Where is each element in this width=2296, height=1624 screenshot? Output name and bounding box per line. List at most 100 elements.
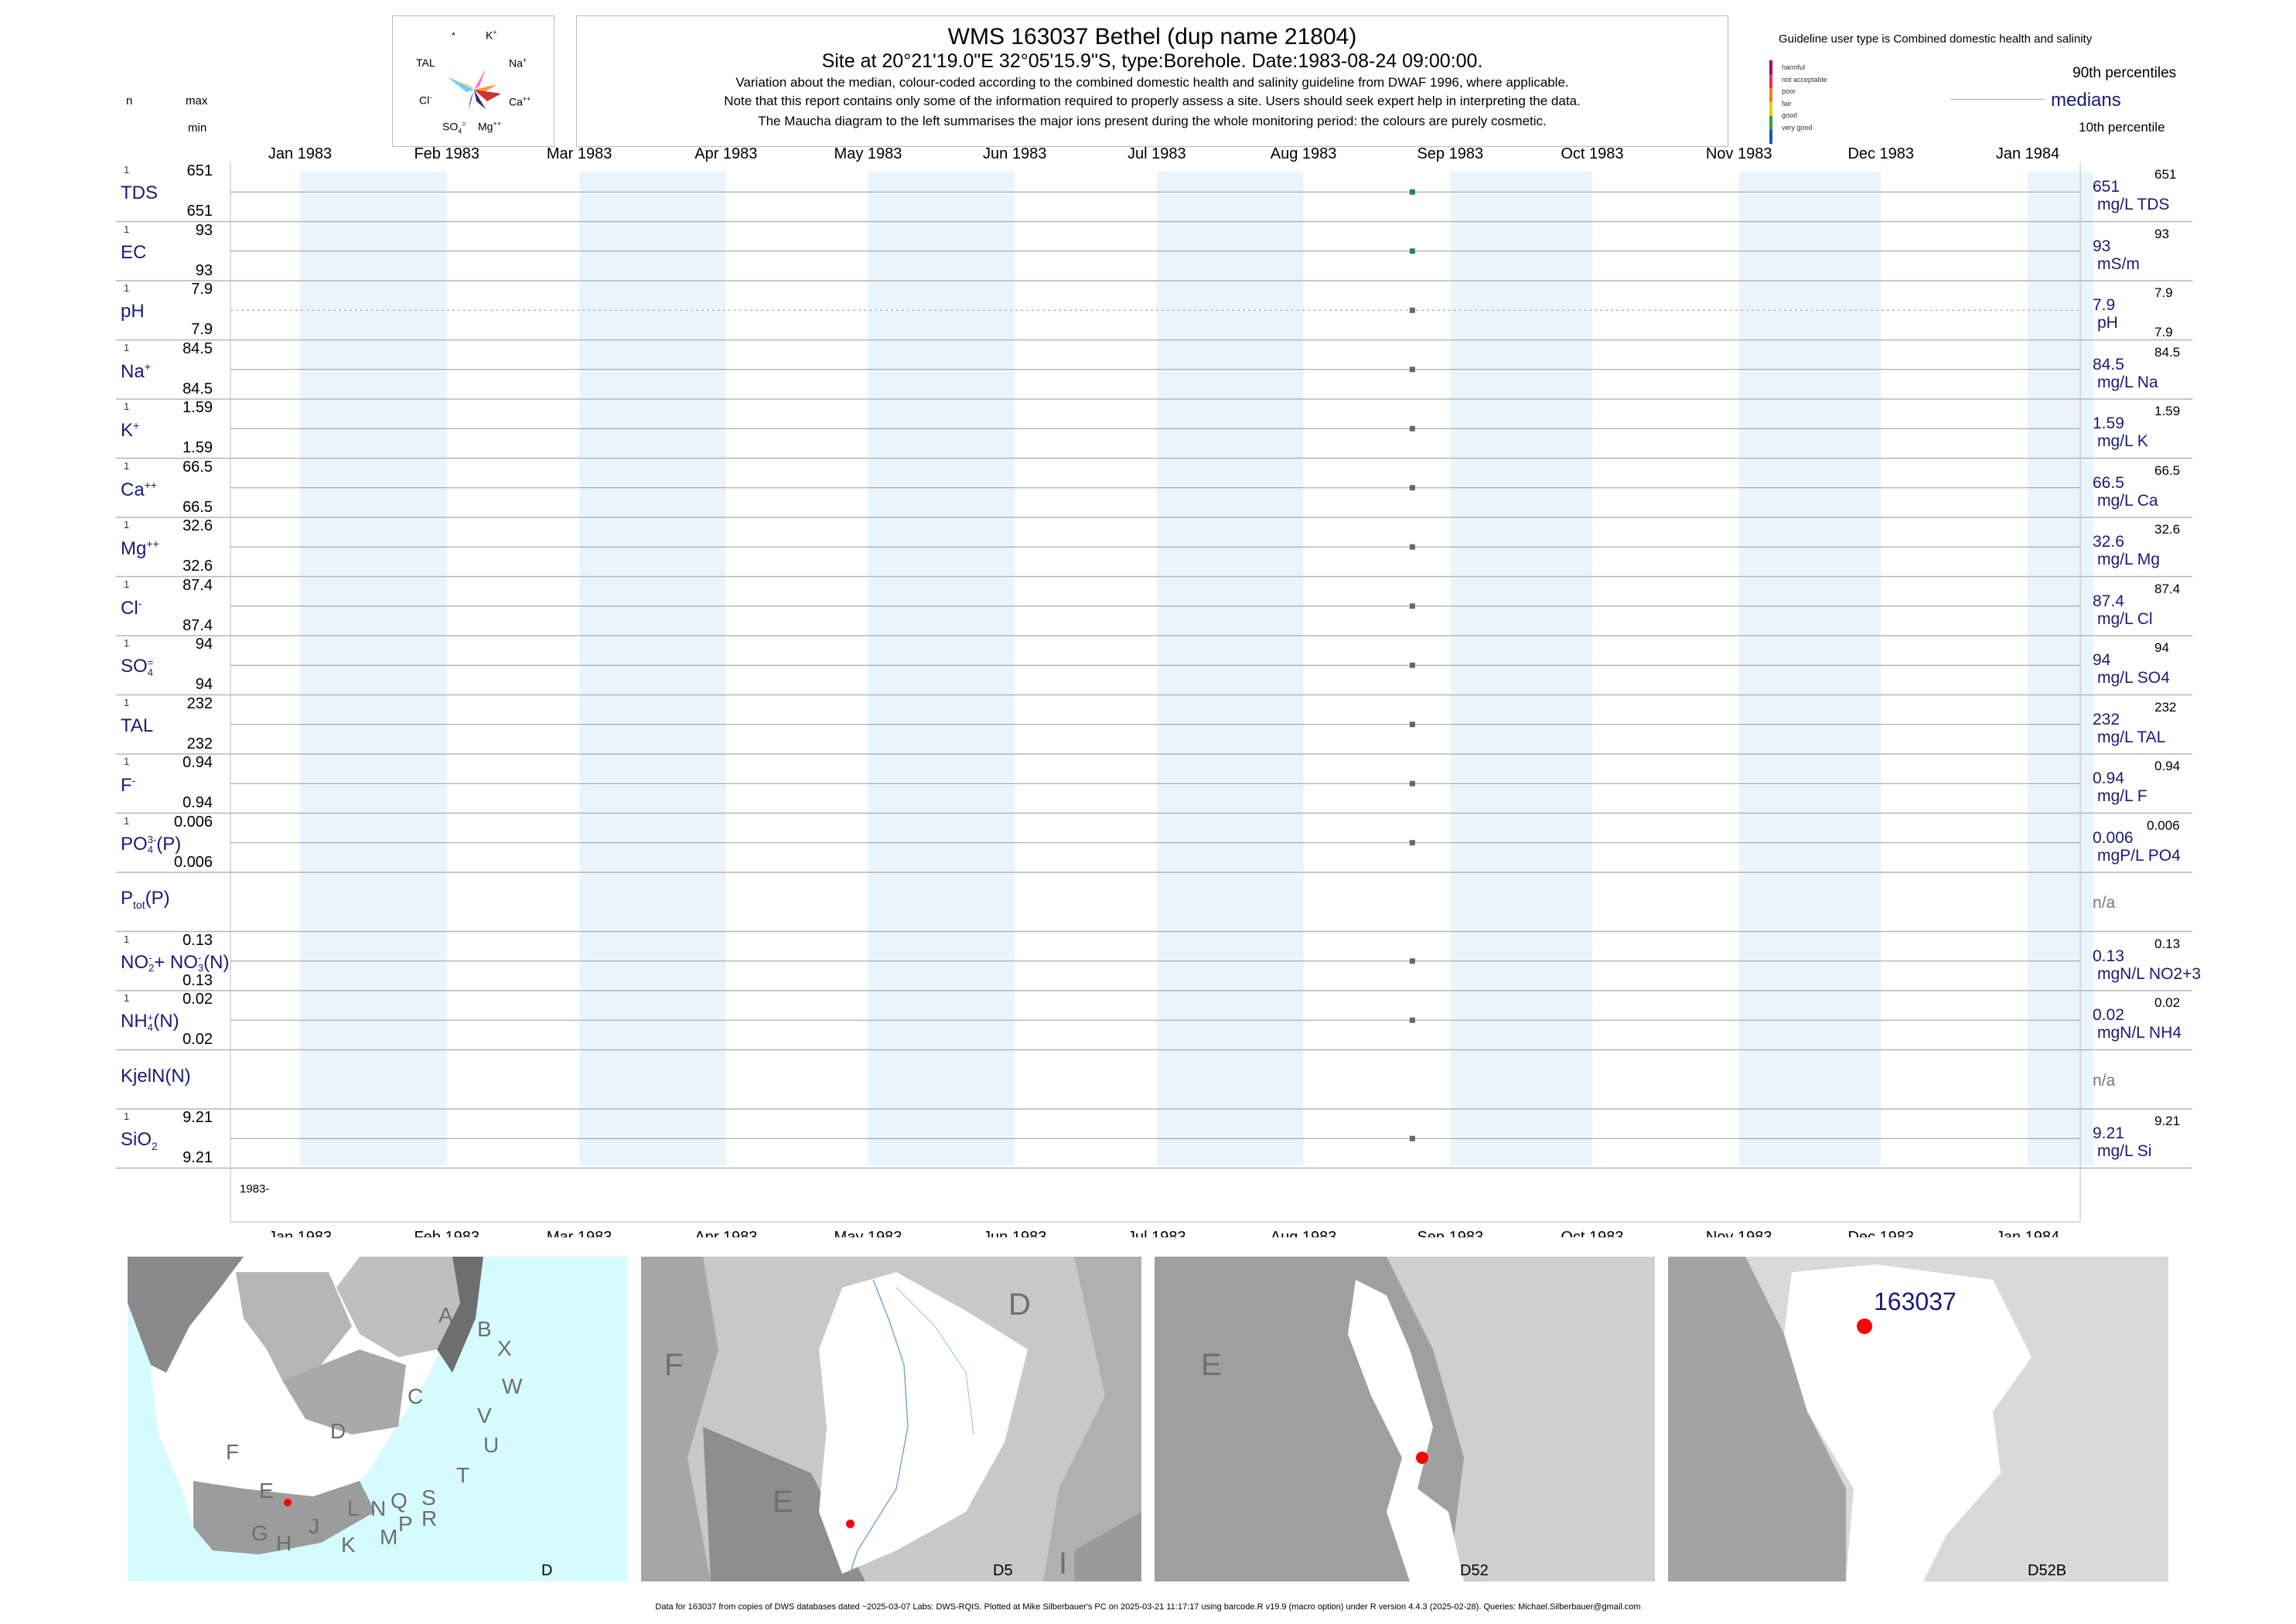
month-shade-4: [868, 172, 1015, 1165]
map1-letter-Q: Q: [391, 1489, 408, 1513]
row-n-13: 1: [124, 933, 130, 945]
row-median-1: 93: [2093, 237, 2111, 255]
sample-point-5: [1409, 485, 1415, 491]
maucha-so4: SO4=: [442, 120, 466, 135]
legend-level-poor: poor: [1782, 87, 1796, 95]
row-median-11: 0.006: [2093, 828, 2134, 847]
month-label-bottom-3: Apr 1983: [694, 1229, 757, 1237]
maucha-ca: Ca++: [509, 95, 531, 108]
row-max-9: 232: [186, 694, 213, 712]
row-unit-2: pH: [2097, 314, 2118, 332]
row-min-10: 0.94: [183, 794, 213, 811]
map-drainage-d5: D F E I D5: [641, 1257, 1141, 1581]
legend-median-line: [1950, 99, 2045, 100]
row-n-4: 1: [124, 401, 130, 412]
param-label-13: NO -2 + NO -3 (N): [121, 951, 230, 974]
row-n-8: 1: [124, 637, 130, 649]
map1-letter-S: S: [421, 1486, 436, 1510]
map4-site-marker: [1857, 1319, 1872, 1334]
month-label-bottom-9: Oct 1983: [1561, 1229, 1623, 1237]
sample-point-13: [1409, 958, 1415, 964]
legend-level-very-good: very good: [1782, 123, 1813, 131]
param-label-8: SO = 4: [121, 656, 154, 678]
param-label-9: TAL: [121, 715, 154, 736]
row-min-11: 0.006: [173, 853, 213, 871]
legend-level-not-acceptable: not acceptable: [1782, 75, 1827, 84]
footer: Data for 163037 from copies of DWS datab…: [655, 1602, 1641, 1612]
row-unit-6: mg/L Mg: [2097, 551, 2160, 568]
map2-site-marker: [846, 1520, 855, 1528]
param-label-7: Cl-: [121, 596, 142, 619]
maucha-na: Na+: [509, 56, 527, 70]
row-median-0: 651: [2093, 178, 2120, 196]
sample-point-8: [1409, 662, 1415, 668]
map2-letter-I: I: [1059, 1547, 1068, 1581]
month-label-bottom-12: Jan 1984: [1996, 1229, 2059, 1237]
map3-code: D52: [1460, 1562, 1489, 1579]
map-catchment-d52b: 163037 D52B: [1668, 1257, 2168, 1581]
row-p90-10: 0.94: [2154, 759, 2181, 773]
row-p10-2: 7.9: [2154, 325, 2173, 339]
map-southern-africa-shape: [128, 1257, 483, 1554]
page-subtitle: Site at 20°21'19.0"E 32°05'15.9"S, type:…: [821, 50, 1483, 72]
sample-point-4: [1409, 425, 1415, 432]
sample-point-10: [1409, 780, 1415, 786]
maucha-star: *: [452, 30, 455, 41]
row-unit-13: mgN/L NO2+3: [2097, 964, 2202, 983]
row-max-13: 0.13: [183, 931, 213, 949]
map1-letter-P: P: [398, 1512, 413, 1536]
row-p90-3: 84.5: [2154, 344, 2181, 360]
row-min-3: 84.5: [183, 380, 213, 397]
map1-letter-J: J: [309, 1514, 319, 1538]
month-label-top-5: Jun 1983: [983, 145, 1046, 162]
row-median-13: 0.13: [2093, 947, 2124, 965]
row-unit-14: mgN/L NH4: [2097, 1024, 2182, 1042]
row-n-6: 1: [124, 519, 130, 531]
month-label-top-8: Sep 1983: [1417, 145, 1483, 162]
row-median-8: 94: [2093, 651, 2111, 669]
row-p90-13: 0.13: [2154, 936, 2181, 951]
row-n-0: 1: [124, 164, 130, 176]
map1-letter-R: R: [421, 1506, 438, 1530]
month-label-bottom-7: Aug 1983: [1271, 1229, 1337, 1237]
map1-letter-W: W: [502, 1374, 523, 1398]
map4-code: D52B: [2028, 1562, 2067, 1579]
row-n-7: 1: [124, 578, 130, 590]
month-label-top-1: Feb 1983: [414, 145, 479, 162]
row-p90-6: 32.6: [2154, 522, 2181, 537]
month-label-bottom-2: Mar 1983: [547, 1229, 612, 1237]
month-shade-6: [1156, 172, 1304, 1165]
row-na-12: n/a: [2093, 894, 2116, 912]
row-p90-9: 232: [2154, 699, 2177, 715]
param-label-1: EC: [121, 241, 147, 263]
note-line-1: Variation about the median, colour-coded…: [735, 75, 1569, 90]
row-n-3: 1: [124, 341, 130, 353]
map1-letter-M: M: [380, 1525, 398, 1549]
row-p90-11: 0.006: [2147, 817, 2180, 833]
row-p90-14: 0.02: [2154, 995, 2181, 1010]
row-p90-0: 651: [2154, 167, 2177, 182]
row-min-16: 9.21: [183, 1149, 213, 1166]
row-unit-9: mg/L TAL: [2097, 728, 2166, 746]
month-label-bottom-6: Jul 1983: [1128, 1229, 1186, 1237]
map1-letter-N: N: [370, 1496, 387, 1520]
row-unit-16: mg/L Si: [2097, 1142, 2152, 1160]
month-shade-0: [300, 172, 447, 1165]
row-max-5: 66.5: [183, 458, 213, 476]
row-max-1: 93: [195, 221, 213, 239]
map1-site-marker: [284, 1499, 292, 1506]
row-median-5: 66.5: [2093, 473, 2124, 492]
maucha-k: K+: [486, 29, 497, 42]
month-label-top-3: Apr 1983: [694, 145, 757, 162]
row-min-1: 93: [195, 261, 213, 279]
maucha-star-shape: [447, 69, 501, 111]
row-max-4: 1.59: [183, 399, 213, 416]
month-shade-12: [2028, 172, 2093, 1165]
map1-letter-D: D: [330, 1419, 346, 1443]
row-median-2: 7.9: [2093, 296, 2116, 314]
note-line-3: The Maucha diagram to the left summarise…: [758, 114, 1547, 128]
left-header-min: min: [188, 121, 207, 135]
param-label-15: KjelN(N): [121, 1065, 191, 1087]
legend-level-harmful: harmful: [1782, 63, 1806, 71]
row-min-2: 7.9: [191, 321, 213, 338]
